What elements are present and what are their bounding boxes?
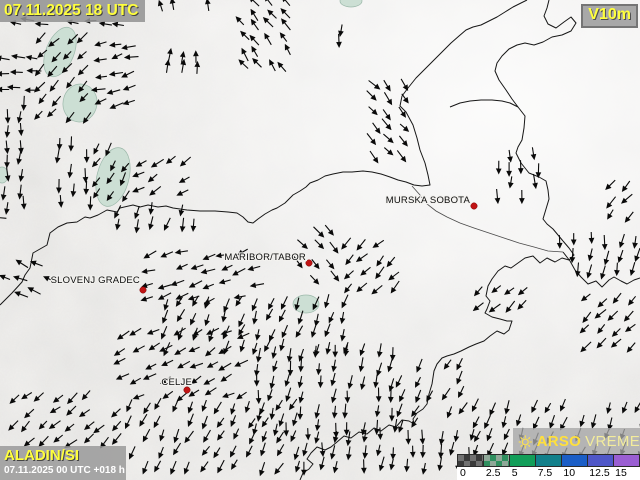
city-dot: [139, 286, 147, 294]
legend-value-labels: 0 2.5 5 7.5 10 12.5 15: [457, 467, 640, 480]
legend-color-bar: [457, 454, 640, 467]
model-run-info: 07.11.2025 00 UTC +018 h: [4, 465, 125, 476]
model-info-badge: ALADIN/SI 07.11.2025 00 UTC +018 h: [0, 446, 126, 480]
city-label: CELJE: [161, 377, 192, 388]
city-dot: [470, 202, 478, 210]
city-markers: MURSKA SOBOTA MARIBOR/TABOR SLOVENJ GRADEC…: [50, 194, 478, 394]
wind-speed-legend: 0 2.5 5 7.5 10 12.5 15: [457, 454, 640, 480]
legend-segment: [588, 455, 614, 466]
legend-segment: [614, 455, 639, 466]
arso-vreme-logo: ARSO VREME: [513, 428, 640, 455]
city-label: MARIBOR/TABOR: [224, 252, 306, 263]
logo-org-text: ARSO: [536, 433, 582, 450]
legend-segment: [484, 455, 510, 466]
legend-tick-label: 0: [460, 467, 466, 479]
logo-product-text: VREME: [585, 433, 640, 450]
field-name-badge: V10m: [581, 4, 638, 28]
river-line: [411, 185, 564, 253]
city-dot: [305, 259, 313, 267]
legend-tick-label: 12.5: [589, 467, 610, 479]
city-dot: [183, 386, 191, 394]
legend-tick-label: 2.5: [485, 467, 501, 479]
legend-tick-label: 15: [615, 467, 627, 479]
legend-segment: [536, 455, 562, 466]
city-label: SLOVENJ GRADEC: [51, 275, 140, 286]
legend-tick-label: 7.5: [537, 467, 553, 479]
legend-segment: [458, 455, 484, 466]
valid-time-badge: 07.11.2025 18 UTC: [0, 0, 146, 22]
legend-segment: [562, 455, 588, 466]
city-label: MURSKA SOBOTA: [386, 195, 471, 206]
sun-icon: [518, 434, 533, 449]
legend-tick-label: 10: [563, 467, 576, 479]
model-name: ALADIN/SI: [4, 447, 79, 464]
legend-segment: [510, 455, 536, 466]
legend-tick-label: 5: [511, 467, 518, 479]
